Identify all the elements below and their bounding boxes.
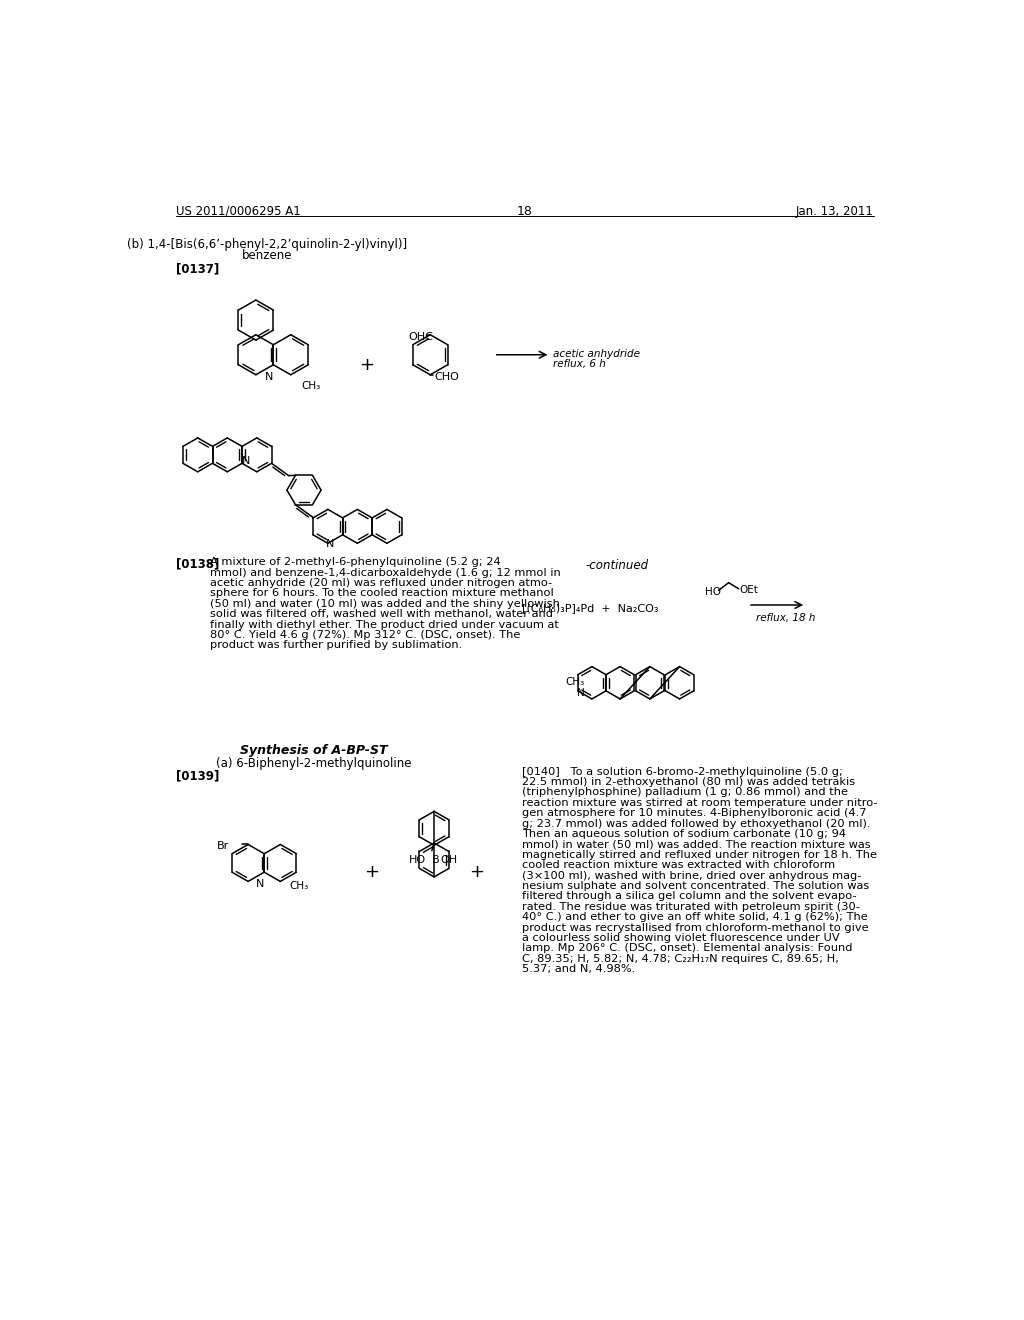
Text: nesium sulphate and solvent concentrated. The solution was: nesium sulphate and solvent concentrated…	[521, 880, 869, 891]
Text: (a) 6-Biphenyl-2-methylquinoline: (a) 6-Biphenyl-2-methylquinoline	[216, 756, 412, 770]
Text: N: N	[577, 688, 585, 698]
Text: reflux, 6 h: reflux, 6 h	[553, 359, 605, 370]
Text: [0138]: [0138]	[176, 557, 219, 570]
Text: 80° C. Yield 4.6 g (72%). Mp 312° C. (DSC, onset). The: 80° C. Yield 4.6 g (72%). Mp 312° C. (DS…	[210, 630, 520, 640]
Text: B: B	[432, 855, 439, 866]
Text: 40° C.) and ether to give an off white solid, 4.1 g (62%); The: 40° C.) and ether to give an off white s…	[521, 912, 867, 923]
Text: (3×100 ml), washed with brine, dried over anhydrous mag-: (3×100 ml), washed with brine, dried ove…	[521, 871, 861, 880]
Text: CHO: CHO	[434, 372, 459, 381]
Text: (50 ml) and water (10 ml) was added and the shiny yellowish: (50 ml) and water (10 ml) was added and …	[210, 599, 560, 609]
Text: [(C₆H₅)₃P]₄Pd  +  Na₂CO₃: [(C₆H₅)₃P]₄Pd + Na₂CO₃	[521, 603, 658, 614]
Text: (b) 1,4-[Bis(6,6’-phenyl-2,2’quinolin-2-yl)vinyl)]: (b) 1,4-[Bis(6,6’-phenyl-2,2’quinolin-2-…	[127, 238, 408, 251]
Text: product was recrystallised from chloroform-methanol to give: product was recrystallised from chlorofo…	[521, 923, 868, 933]
Text: HO: HO	[706, 587, 721, 597]
Text: C, 89.35; H, 5.82; N, 4.78; C₂₂H₁₇N requires C, 89.65; H,: C, 89.35; H, 5.82; N, 4.78; C₂₂H₁₇N requ…	[521, 954, 839, 964]
Text: +: +	[365, 863, 380, 880]
Text: a colourless solid showing violet fluorescence under UV: a colourless solid showing violet fluore…	[521, 933, 840, 942]
Text: gen atmosphere for 10 minutes. 4-Biphenylboronic acid (4.7: gen atmosphere for 10 minutes. 4-Bipheny…	[521, 808, 866, 818]
Text: Br: Br	[217, 841, 229, 851]
Text: OEt: OEt	[739, 585, 759, 595]
Text: N: N	[326, 540, 334, 549]
Text: product was further purified by sublimation.: product was further purified by sublimat…	[210, 640, 463, 651]
Text: benzene: benzene	[243, 249, 293, 263]
Text: acetic anhydride (20 ml) was refluxed under nitrogen atmo-: acetic anhydride (20 ml) was refluxed un…	[210, 578, 552, 587]
Text: filtered through a silica gel column and the solvent evapo-: filtered through a silica gel column and…	[521, 891, 856, 902]
Text: sphere for 6 hours. To the cooled reaction mixture methanol: sphere for 6 hours. To the cooled reacti…	[210, 589, 554, 598]
Text: reflux, 18 h: reflux, 18 h	[756, 612, 815, 623]
Text: [0139]: [0139]	[176, 770, 219, 781]
Text: 18: 18	[517, 205, 532, 218]
Text: Synthesis of A-BP-ST: Synthesis of A-BP-ST	[241, 743, 388, 756]
Text: N: N	[265, 372, 273, 381]
Text: solid was filtered off, washed well with methanol, water and: solid was filtered off, washed well with…	[210, 610, 553, 619]
Text: [0137]: [0137]	[176, 263, 219, 276]
Text: [0140]   To a solution 6-bromo-2-methylquinoline (5.0 g;: [0140] To a solution 6-bromo-2-methylqui…	[521, 767, 843, 776]
Text: (triphenylphosphine) palladium (1 g; 0.86 mmol) and the: (triphenylphosphine) palladium (1 g; 0.8…	[521, 788, 848, 797]
Text: Jan. 13, 2011: Jan. 13, 2011	[796, 205, 873, 218]
Text: rated. The residue was triturated with petroleum spirit (30-: rated. The residue was triturated with p…	[521, 902, 859, 912]
Text: +: +	[359, 355, 374, 374]
Text: mmol) in water (50 ml) was added. The reaction mixture was: mmol) in water (50 ml) was added. The re…	[521, 840, 870, 850]
Text: OHC: OHC	[409, 331, 433, 342]
Text: HO: HO	[410, 855, 426, 866]
Text: 22.5 mmol) in 2-ethoxyethanol (80 ml) was added tetrakis: 22.5 mmol) in 2-ethoxyethanol (80 ml) wa…	[521, 777, 855, 787]
Text: -continued: -continued	[586, 558, 648, 572]
Text: lamp. Mp 206° C. (DSC, onset). Elemental analysis: Found: lamp. Mp 206° C. (DSC, onset). Elemental…	[521, 944, 852, 953]
Text: reaction mixture was stirred at room temperature under nitro-: reaction mixture was stirred at room tem…	[521, 797, 878, 808]
Text: N: N	[256, 879, 264, 890]
Text: 5.37; and N, 4.98%.: 5.37; and N, 4.98%.	[521, 964, 635, 974]
Text: Then an aqueous solution of sodium carbonate (10 g; 94: Then an aqueous solution of sodium carbo…	[521, 829, 846, 840]
Text: A mixture of 2-methyl-6-phenylquinoline (5.2 g; 24: A mixture of 2-methyl-6-phenylquinoline …	[210, 557, 501, 568]
Text: CH₃: CH₃	[301, 381, 321, 391]
Text: magnetically stirred and refluxed under nitrogen for 18 h. The: magnetically stirred and refluxed under …	[521, 850, 877, 859]
Text: CH₃: CH₃	[290, 882, 309, 891]
Text: CH₃: CH₃	[566, 677, 585, 688]
Text: +: +	[469, 863, 484, 880]
Text: OH: OH	[440, 855, 458, 866]
Text: mmol) and benzene-1,4-dicarboxaldehyde (1.6 g; 12 mmol in: mmol) and benzene-1,4-dicarboxaldehyde (…	[210, 568, 561, 578]
Text: finally with diethyl ether. The product dried under vacuum at: finally with diethyl ether. The product …	[210, 619, 559, 630]
Text: N: N	[242, 455, 250, 466]
Text: US 2011/0006295 A1: US 2011/0006295 A1	[176, 205, 301, 218]
Text: cooled reaction mixture was extracted with chloroform: cooled reaction mixture was extracted wi…	[521, 861, 835, 870]
Text: g; 23.7 mmol) was added followed by ethoxyethanol (20 ml).: g; 23.7 mmol) was added followed by etho…	[521, 818, 870, 829]
Text: acetic anhydride: acetic anhydride	[553, 348, 640, 359]
